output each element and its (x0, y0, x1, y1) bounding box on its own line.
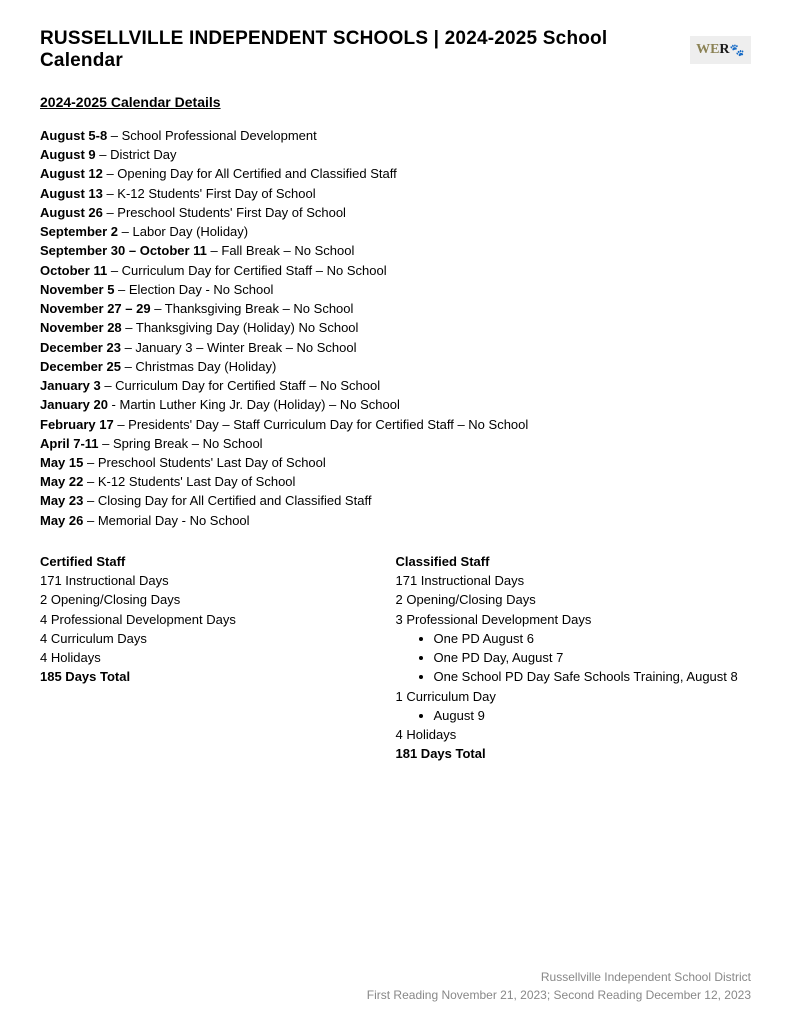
event-desc: – Preschool Students' Last Day of School (83, 455, 325, 470)
event-line: September 30 – October 11 – Fall Break –… (40, 241, 751, 260)
staff-columns: Certified Staff 171 Instructional Days2 … (40, 552, 751, 764)
event-line: August 26 – Preschool Students' First Da… (40, 203, 751, 222)
certified-heading: Certified Staff (40, 552, 396, 571)
event-date: December 25 (40, 359, 121, 374)
classified-line: 1 Curriculum Day (396, 687, 752, 706)
event-desc: – Thanksgiving Day (Holiday) No School (122, 320, 359, 335)
event-date: April 7-11 (40, 436, 99, 451)
certified-line: 171 Instructional Days (40, 571, 396, 590)
event-desc: – K-12 Students' Last Day of School (83, 474, 295, 489)
event-date: November 27 – 29 (40, 301, 151, 316)
event-line: August 5-8 – School Professional Develop… (40, 126, 751, 145)
classified-line: 3 Professional Development Days (396, 610, 752, 629)
event-desc: – Opening Day for All Certified and Clas… (103, 166, 397, 181)
event-line: January 20 - Martin Luther King Jr. Day … (40, 395, 751, 414)
event-desc: - Martin Luther King Jr. Day (Holiday) –… (108, 397, 400, 412)
certified-staff-column: Certified Staff 171 Instructional Days2 … (40, 552, 396, 764)
event-date: November 28 (40, 320, 122, 335)
event-date: January 20 (40, 397, 108, 412)
event-line: April 7-11 – Spring Break – No School (40, 434, 751, 453)
event-date: November 5 (40, 282, 114, 297)
event-date: September 30 – October 11 (40, 243, 207, 258)
event-line: February 17 – Presidents' Day – Staff Cu… (40, 415, 751, 434)
event-desc: – January 3 – Winter Break – No School (121, 340, 357, 355)
certified-line: 2 Opening/Closing Days (40, 590, 396, 609)
event-desc: – Fall Break – No School (207, 243, 354, 258)
event-date: August 9 (40, 147, 96, 162)
certified-line: 4 Holidays (40, 648, 396, 667)
event-line: November 28 – Thanksgiving Day (Holiday)… (40, 318, 751, 337)
event-desc: – Memorial Day - No School (83, 513, 249, 528)
logo-r-text: R (719, 42, 729, 58)
bullet-item: One PD Day, August 7 (434, 648, 752, 667)
footer-line: First Reading November 21, 2023; Second … (367, 987, 751, 1004)
event-desc: – Election Day - No School (114, 282, 273, 297)
event-date: August 13 (40, 186, 103, 201)
certified-total: 185 Days Total (40, 667, 396, 686)
certified-line: 4 Professional Development Days (40, 610, 396, 629)
event-line: October 11 – Curriculum Day for Certifie… (40, 261, 751, 280)
header-row: RUSSELLVILLE INDEPENDENT SCHOOLS | 2024-… (40, 28, 751, 72)
bullet-item: August 9 (434, 706, 752, 725)
event-line: May 26 – Memorial Day - No School (40, 511, 751, 530)
school-logo: WER🐾 (690, 36, 751, 64)
section-subheading: 2024-2025 Calendar Details (40, 94, 751, 110)
certified-line: 4 Curriculum Days (40, 629, 396, 648)
classified-line: 2 Opening/Closing Days (396, 590, 752, 609)
event-line: September 2 – Labor Day (Holiday) (40, 222, 751, 241)
event-line: August 9 – District Day (40, 145, 751, 164)
event-desc: – School Professional Development (107, 128, 317, 143)
event-desc: – Christmas Day (Holiday) (121, 359, 276, 374)
event-line: November 5 – Election Day - No School (40, 280, 751, 299)
event-desc: – Closing Day for All Certified and Clas… (83, 493, 371, 508)
event-line: December 25 – Christmas Day (Holiday) (40, 357, 751, 376)
event-desc: – Curriculum Day for Certified Staff – N… (107, 263, 386, 278)
footer-line: Russellville Independent School District (367, 969, 751, 986)
event-desc: – Curriculum Day for Certified Staff – N… (101, 378, 380, 393)
logo-we-text: WE (696, 42, 719, 58)
event-date: October 11 (40, 263, 107, 278)
bullet-item: One School PD Day Safe Schools Training,… (434, 667, 752, 686)
event-line: May 22 – K-12 Students' Last Day of Scho… (40, 472, 751, 491)
event-desc: – Thanksgiving Break – No School (151, 301, 354, 316)
classified-line: 4 Holidays (396, 725, 752, 744)
event-date: December 23 (40, 340, 121, 355)
event-line: May 23 – Closing Day for All Certified a… (40, 491, 751, 510)
event-date: May 22 (40, 474, 83, 489)
event-line: May 15 – Preschool Students' Last Day of… (40, 453, 751, 472)
page-title: RUSSELLVILLE INDEPENDENT SCHOOLS | 2024-… (40, 28, 690, 72)
event-line: August 13 – K-12 Students' First Day of … (40, 184, 751, 203)
events-list: August 5-8 – School Professional Develop… (40, 126, 751, 530)
logo-mark-icon: 🐾 (730, 43, 745, 58)
event-desc: – Preschool Students' First Day of Schoo… (103, 205, 346, 220)
event-date: January 3 (40, 378, 101, 393)
classified-line: 171 Instructional Days (396, 571, 752, 590)
page-footer: Russellville Independent School District… (367, 969, 751, 1004)
event-desc: – Labor Day (Holiday) (118, 224, 248, 239)
event-date: May 26 (40, 513, 83, 528)
event-desc: – Presidents' Day – Staff Curriculum Day… (114, 417, 529, 432)
classified-staff-column: Classified Staff 171 Instructional Days … (396, 552, 752, 764)
classified-cd-bullets: August 9 (396, 706, 752, 725)
event-date: May 23 (40, 493, 83, 508)
bullet-item: One PD August 6 (434, 629, 752, 648)
classified-total: 181 Days Total (396, 744, 752, 763)
event-date: August 26 (40, 205, 103, 220)
event-date: May 15 (40, 455, 83, 470)
event-date: August 5-8 (40, 128, 107, 143)
event-desc: – Spring Break – No School (99, 436, 263, 451)
event-date: February 17 (40, 417, 114, 432)
event-desc: – District Day (96, 147, 177, 162)
event-date: September 2 (40, 224, 118, 239)
event-line: August 12 – Opening Day for All Certifie… (40, 164, 751, 183)
event-desc: – K-12 Students' First Day of School (103, 186, 316, 201)
event-line: December 23 – January 3 – Winter Break –… (40, 338, 751, 357)
classified-heading: Classified Staff (396, 552, 752, 571)
event-line: November 27 – 29 – Thanksgiving Break – … (40, 299, 751, 318)
event-line: January 3 – Curriculum Day for Certified… (40, 376, 751, 395)
classified-pd-bullets: One PD August 6One PD Day, August 7One S… (396, 629, 752, 687)
event-date: August 12 (40, 166, 103, 181)
